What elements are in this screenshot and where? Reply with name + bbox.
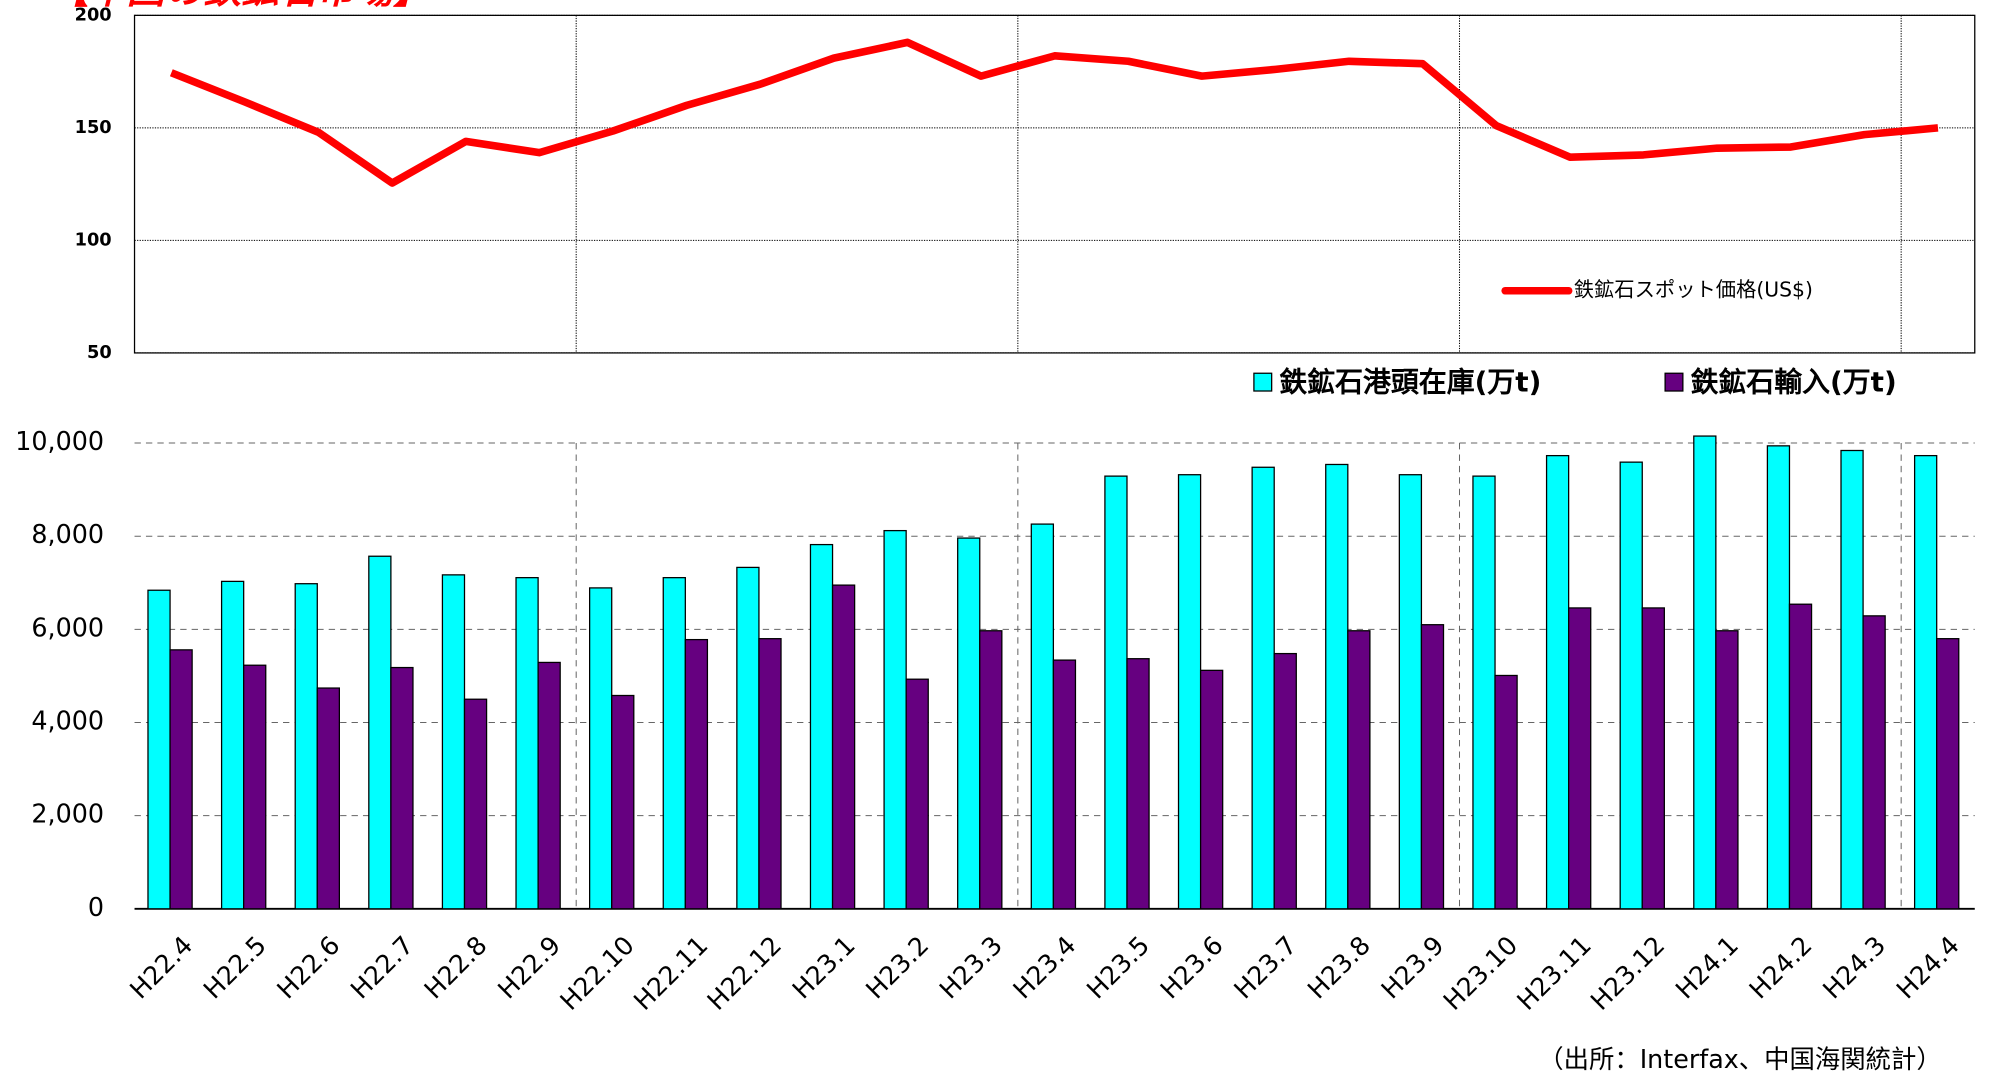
y-tick-label: 50 xyxy=(87,343,112,363)
y-tick-label: 8,000 xyxy=(31,519,104,549)
bar xyxy=(147,589,171,910)
chart-title: 【中国の鉄鉱石市場】 xyxy=(51,0,432,12)
bar xyxy=(1619,461,1643,910)
x-tick-label: H23.8 xyxy=(1301,930,1376,1005)
y-tick-label: 10,000 xyxy=(15,426,104,456)
x-tick-label: H24.4 xyxy=(1890,930,1965,1005)
bar xyxy=(736,566,760,910)
bar xyxy=(1126,658,1150,910)
legend-label: 鉄鉱石スポット価格(US$) xyxy=(1574,278,1813,302)
x-tick-label: H22.12 xyxy=(701,930,787,1016)
legend-swatch xyxy=(1253,372,1273,392)
bar xyxy=(441,574,466,910)
bar xyxy=(831,584,856,910)
bar xyxy=(294,583,318,910)
bar xyxy=(1273,652,1297,910)
bar xyxy=(169,649,193,910)
y-tick-label: 100 xyxy=(75,230,112,250)
x-tick-label: H22.4 xyxy=(124,930,199,1005)
x-tick-label: H24.2 xyxy=(1743,930,1818,1005)
bar xyxy=(537,661,561,910)
bar xyxy=(611,694,635,910)
bar xyxy=(662,577,686,910)
bar xyxy=(1568,607,1592,910)
bar xyxy=(589,587,613,910)
bar xyxy=(1545,454,1570,910)
y-tick-label: 6,000 xyxy=(31,612,104,642)
bar xyxy=(1862,615,1886,910)
bar xyxy=(1251,466,1275,910)
bar xyxy=(1325,463,1349,910)
bar xyxy=(390,666,414,910)
x-tick-label: H22.8 xyxy=(418,930,493,1005)
bar xyxy=(1641,607,1665,910)
bar xyxy=(463,698,488,910)
x-tick-label: H22.6 xyxy=(271,930,346,1005)
x-tick-label: H23.11 xyxy=(1511,930,1597,1016)
price-line xyxy=(169,38,1939,187)
bar xyxy=(1840,449,1864,910)
bar xyxy=(1177,474,1202,910)
bar xyxy=(1199,669,1224,910)
x-tick-label: H23.3 xyxy=(933,930,1008,1005)
y-tick-label: 2,000 xyxy=(31,799,104,829)
bar xyxy=(1766,445,1791,910)
x-tick-label: H22.7 xyxy=(344,930,419,1005)
x-tick-label: H23.4 xyxy=(1007,930,1082,1005)
bar xyxy=(1398,474,1423,910)
legend-label: 鉄鉱石港頭在庫(万t) xyxy=(1279,365,1541,398)
x-tick-label: H22.5 xyxy=(197,930,272,1005)
bar xyxy=(758,638,782,910)
x-tick-label: H24.3 xyxy=(1817,930,1892,1005)
x-tick-label: H22.10 xyxy=(554,930,640,1016)
x-tick-label: H23.1 xyxy=(786,930,861,1005)
bar xyxy=(1104,475,1128,910)
bar xyxy=(1347,630,1371,910)
bar xyxy=(957,537,981,910)
bar xyxy=(809,543,834,910)
bar xyxy=(368,555,392,910)
legend-swatch xyxy=(1664,372,1684,392)
bar xyxy=(1472,475,1496,910)
legend-label: 鉄鉱石輸入(万t) xyxy=(1690,365,1896,398)
x-tick-label: H23.7 xyxy=(1228,930,1303,1005)
bar xyxy=(515,577,539,910)
bar xyxy=(243,664,267,910)
bar xyxy=(1693,435,1717,910)
y-tick-label: 200 xyxy=(75,5,112,25)
bar xyxy=(1936,638,1960,910)
bar xyxy=(1913,454,1938,910)
x-tick-label: H23.12 xyxy=(1584,930,1670,1016)
bar xyxy=(1030,523,1055,910)
y-tick-label: 0 xyxy=(88,892,104,922)
bar xyxy=(220,580,245,910)
bar xyxy=(1715,630,1739,910)
bar xyxy=(316,687,341,910)
x-tick-label: H23.10 xyxy=(1437,930,1523,1016)
x-tick-label: H22.11 xyxy=(627,930,713,1016)
x-tick-label: H23.5 xyxy=(1081,930,1156,1005)
bar xyxy=(1052,659,1077,910)
bar xyxy=(1788,603,1813,910)
x-tick-label: H23.2 xyxy=(860,930,935,1005)
bar xyxy=(1420,624,1445,910)
plot-frame xyxy=(133,14,1976,354)
y-tick-label: 150 xyxy=(75,118,112,138)
y-tick-label: 4,000 xyxy=(31,706,104,736)
bar xyxy=(883,529,907,910)
source-note: （出所：Interfax、中国海関統計） xyxy=(1538,1044,1942,1074)
bar xyxy=(979,630,1003,910)
bar xyxy=(905,678,929,910)
bar xyxy=(684,638,709,910)
x-tick-label: H23.6 xyxy=(1154,930,1229,1005)
bar xyxy=(1494,674,1518,910)
x-tick-label: H24.1 xyxy=(1669,930,1744,1005)
